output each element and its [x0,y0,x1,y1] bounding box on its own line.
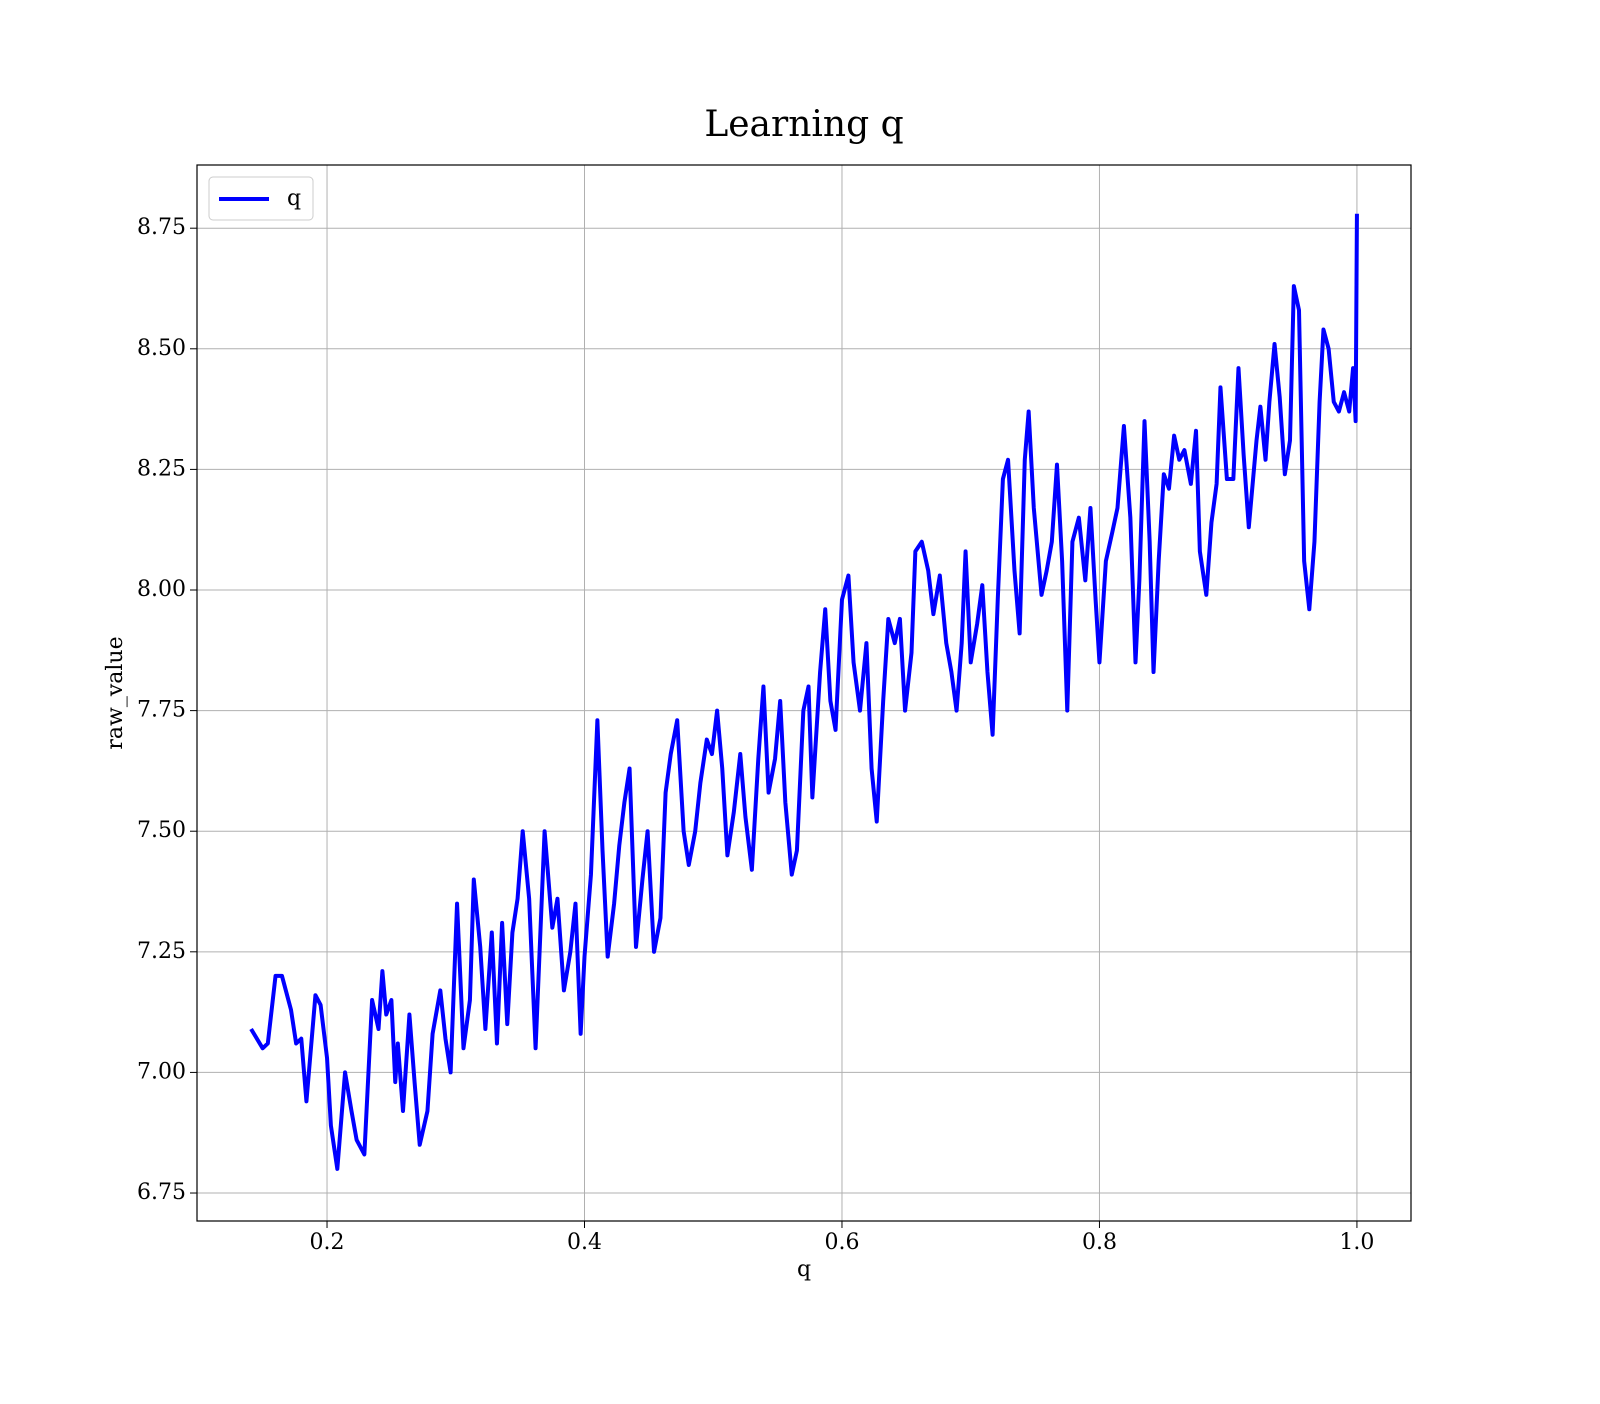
plot-frame [196,164,1412,1222]
y-tick-label: 8.25 [137,456,186,481]
y-tick-label: 8.75 [137,215,186,240]
y-tick-label: 6.75 [137,1180,186,1205]
x-tick-label: 0.8 [1082,1230,1117,1255]
x-tick-label: 0.6 [824,1230,859,1255]
y-tick-label: 7.25 [137,939,186,964]
y-tick-label: 8.50 [137,336,186,361]
y-tick-label: 7.75 [137,698,186,723]
x-tick-label: 0.4 [567,1230,602,1255]
chart-title: Learning q [704,104,903,145]
x-axis-label: q [797,1257,811,1282]
x-tick-label: 1.0 [1339,1230,1374,1255]
y-tick-label: 8.00 [137,577,186,602]
x-tick-label: 0.2 [310,1230,345,1255]
data-line [249,213,1359,1171]
legend-label: q [287,186,301,211]
y-axis-label: raw_value [103,636,128,749]
y-tick-label: 7.50 [137,818,186,843]
y-tick-label: 7.00 [137,1059,186,1084]
